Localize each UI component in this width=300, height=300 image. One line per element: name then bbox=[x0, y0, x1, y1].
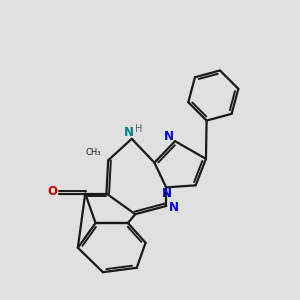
Text: N: N bbox=[164, 130, 174, 143]
Text: H: H bbox=[134, 124, 142, 134]
Text: O: O bbox=[47, 185, 57, 198]
Text: N: N bbox=[169, 201, 178, 214]
Text: N: N bbox=[124, 126, 134, 139]
Text: N: N bbox=[162, 188, 172, 200]
Text: CH₃: CH₃ bbox=[86, 148, 101, 158]
